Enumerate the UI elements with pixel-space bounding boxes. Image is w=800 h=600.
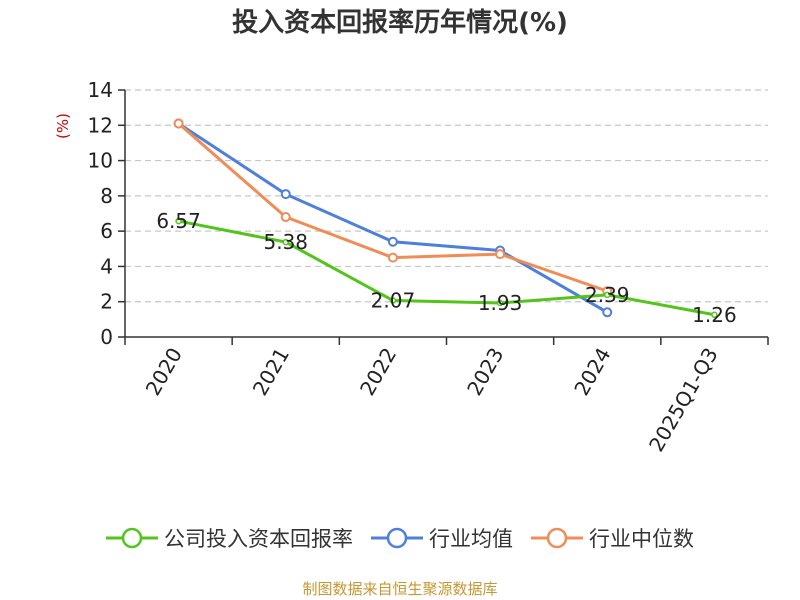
data-point — [282, 238, 289, 246]
x-tick-label: 2020 — [141, 344, 187, 400]
legend-item[interactable]: 行业均值 — [371, 523, 513, 553]
y-tick-label: 0 — [100, 325, 113, 349]
chart-legend: 公司投入资本回报率 行业均值 行业中位数 — [0, 518, 800, 558]
y-tick-label: 12 — [88, 113, 113, 137]
y-tick-label: 8 — [100, 184, 113, 208]
x-tick-label: 2021 — [248, 344, 294, 400]
data-point — [495, 249, 506, 260]
legend-label: 行业中位数 — [589, 527, 694, 551]
legend-marker — [106, 527, 158, 549]
legend-item[interactable]: 公司投入资本回报率 — [106, 523, 353, 553]
data-label: 1.93 — [478, 291, 523, 315]
data-point — [389, 297, 397, 304]
chart-title: 投入资本回报率历年情况(%) — [232, 8, 568, 38]
legend-marker — [531, 527, 583, 549]
data-point — [280, 212, 291, 223]
y-tick-label: 2 — [100, 290, 113, 314]
y-tick-label: 14 — [88, 78, 113, 102]
y-tick-label: 4 — [100, 254, 113, 278]
legend-item[interactable]: 行业中位数 — [531, 523, 694, 553]
data-label: 1.26 — [692, 303, 737, 327]
data-point — [175, 217, 182, 225]
legend-label: 公司投入资本回报率 — [164, 527, 353, 551]
x-tick-label: 2023 — [462, 344, 508, 400]
data-label: 2.39 — [585, 283, 630, 307]
data-point — [280, 189, 291, 200]
data-point — [602, 307, 613, 318]
data-label: 6.57 — [156, 209, 201, 233]
data-point — [387, 236, 398, 247]
x-tick-label: 2022 — [355, 344, 401, 400]
series-line — [178, 219, 715, 317]
data-point — [711, 311, 718, 319]
legend-marker — [371, 527, 423, 549]
data-label: 5.38 — [263, 230, 308, 254]
data-point — [173, 118, 184, 129]
series-line — [177, 122, 608, 293]
y-tick-label: 10 — [88, 149, 113, 173]
y-tick-label: 6 — [100, 219, 113, 243]
series-line — [177, 122, 608, 314]
data-point — [387, 252, 398, 263]
x-tick-label: 2024 — [569, 344, 615, 400]
data-point — [496, 299, 504, 307]
data-label: 2.07 — [371, 288, 416, 312]
data-point — [604, 291, 611, 299]
x-tick-label: 2025Q1-Q3 — [644, 344, 723, 456]
y-axis-label: (%) — [54, 113, 72, 139]
legend-label: 行业均值 — [429, 527, 513, 551]
data-source-note: 制图数据来自恒生聚源数据库 — [302, 580, 498, 598]
